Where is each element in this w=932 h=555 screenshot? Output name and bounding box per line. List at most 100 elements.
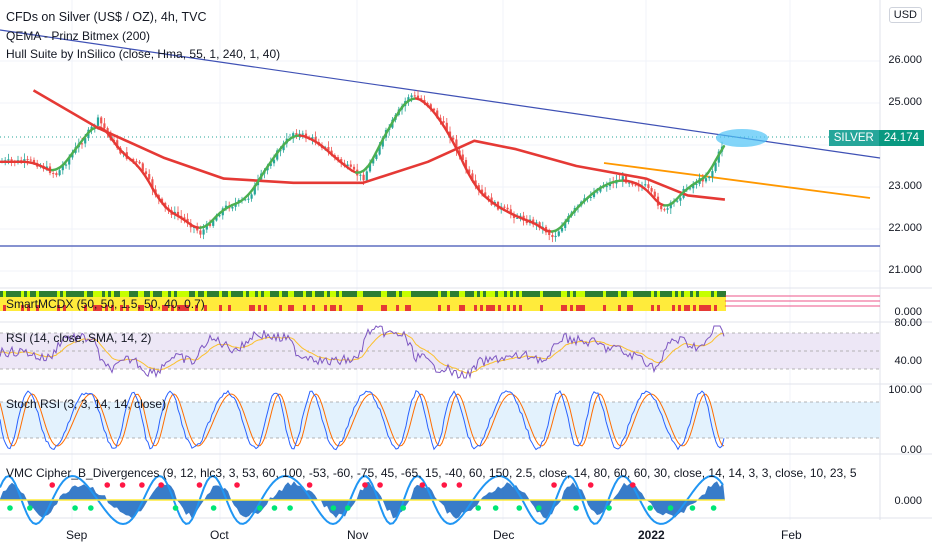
- mcdx-bar: [261, 291, 264, 297]
- mcdx-bar: [708, 297, 711, 305]
- currency-button[interactable]: USD: [889, 7, 922, 23]
- mcdx-bar: [276, 297, 279, 305]
- candle-body: [555, 236, 557, 237]
- mcdx-bar: [462, 305, 465, 311]
- mcdx-bar: [498, 297, 501, 305]
- mcdx-bar: [363, 297, 366, 305]
- mcdx-bar: [288, 297, 291, 305]
- mcdx-bar: [627, 305, 630, 311]
- candle-body: [366, 171, 368, 180]
- mcdx-bar: [606, 297, 609, 305]
- mcdx-bar: [462, 291, 465, 297]
- mcdx-bar: [576, 297, 579, 305]
- mcdx-bar: [408, 305, 411, 311]
- mcdx-bar: [558, 291, 561, 297]
- mcdx-bar: [498, 305, 501, 311]
- mcdx-bar: [690, 305, 693, 311]
- mcdx-bar: [600, 297, 603, 305]
- mcdx-bar: [594, 305, 597, 311]
- mcdx-bar: [630, 297, 633, 305]
- vmc-signal-dot: [588, 482, 594, 488]
- mcdx-bar: [444, 297, 447, 305]
- mcdx-bar: [573, 291, 576, 297]
- mcdx-bar: [297, 297, 300, 305]
- mcdx-bar: [309, 297, 312, 305]
- mcdx-bar: [639, 297, 642, 305]
- mcdx-bar: [351, 291, 354, 297]
- mcdx-bar: [294, 305, 297, 311]
- mcdx-bar: [627, 297, 630, 305]
- mcdx-bar: [465, 291, 468, 297]
- mcdx-bar: [564, 291, 567, 297]
- mcdx-bar: [561, 297, 564, 305]
- candle-body: [558, 231, 560, 235]
- candle-body: [350, 164, 352, 166]
- mcdx-bar: [537, 291, 540, 297]
- mcdx-bar: [429, 297, 432, 305]
- mcdx-bar: [615, 305, 618, 311]
- mcdx-bar: [525, 297, 528, 305]
- mcdx-bar: [417, 305, 420, 311]
- mcdx-bar: [483, 305, 486, 311]
- mcdx-bar: [384, 305, 387, 311]
- mcdx-bar: [459, 291, 462, 297]
- mcdx-bar: [681, 305, 684, 311]
- mcdx-bar: [267, 297, 270, 305]
- mcdx-bar: [207, 291, 210, 297]
- mcdx-bar: [636, 297, 639, 305]
- mcdx-bar: [495, 291, 498, 297]
- mcdx-bar: [687, 305, 690, 311]
- vmc-signal-dot: [573, 505, 579, 511]
- mcdx-bar: [450, 291, 453, 297]
- mcdx-bar: [342, 305, 345, 311]
- mcdx-bar: [531, 291, 534, 297]
- mcdx-bar: [414, 297, 417, 305]
- mcdx-bar: [579, 297, 582, 305]
- mcdx-bar: [423, 305, 426, 311]
- mcdx-bar: [450, 305, 453, 311]
- mcdx-bar: [318, 305, 321, 311]
- mcdx-bar: [579, 305, 582, 311]
- mcdx-bar: [0, 305, 3, 311]
- mcdx-bar: [468, 305, 471, 311]
- vmc-signal-dot: [690, 505, 696, 511]
- mcdx-bar: [543, 291, 546, 297]
- mcdx-bar: [0, 297, 3, 305]
- x-label-sep: Sep: [66, 528, 87, 542]
- mcdx-bar: [597, 291, 600, 297]
- candle-body: [251, 194, 253, 198]
- mcdx-bar: [657, 305, 660, 311]
- mcdx-bar: [489, 291, 492, 297]
- mcdx-bar: [255, 297, 258, 305]
- mcdx-bar: [273, 297, 276, 305]
- mcdx-bar: [429, 291, 432, 297]
- mcdx-bar: [303, 291, 306, 297]
- mcdx-bar: [0, 291, 3, 297]
- mcdx-bar: [567, 305, 570, 311]
- mcdx-bar: [414, 291, 417, 297]
- mcdx-bar: [552, 291, 555, 297]
- candle-body: [7, 159, 9, 160]
- vmc-signal-dot: [420, 482, 426, 488]
- mcdx-bar: [270, 297, 273, 305]
- mcdx-bar: [393, 297, 396, 305]
- mcdx-bar: [603, 297, 606, 305]
- mcdx-bar: [651, 291, 654, 297]
- mcdx-bar: [585, 297, 588, 305]
- mcdx-bar: [264, 291, 267, 297]
- mcdx-bar: [705, 297, 708, 305]
- mcdx-bar: [258, 297, 261, 305]
- mcdx-bar: [381, 291, 384, 297]
- mcdx-bar: [483, 291, 486, 297]
- mcdx-bar: [675, 291, 678, 297]
- mcdx-bar: [258, 291, 261, 297]
- mcdx-bar: [267, 305, 270, 311]
- mcdx-bar: [369, 305, 372, 311]
- mcdx-bar: [378, 305, 381, 311]
- candle-body: [247, 199, 249, 200]
- mcdx-bar: [345, 291, 348, 297]
- candle-body: [414, 95, 416, 96]
- mcdx-bar: [567, 297, 570, 305]
- mcdx-bar: [582, 291, 585, 297]
- mcdx-bar: [417, 297, 420, 305]
